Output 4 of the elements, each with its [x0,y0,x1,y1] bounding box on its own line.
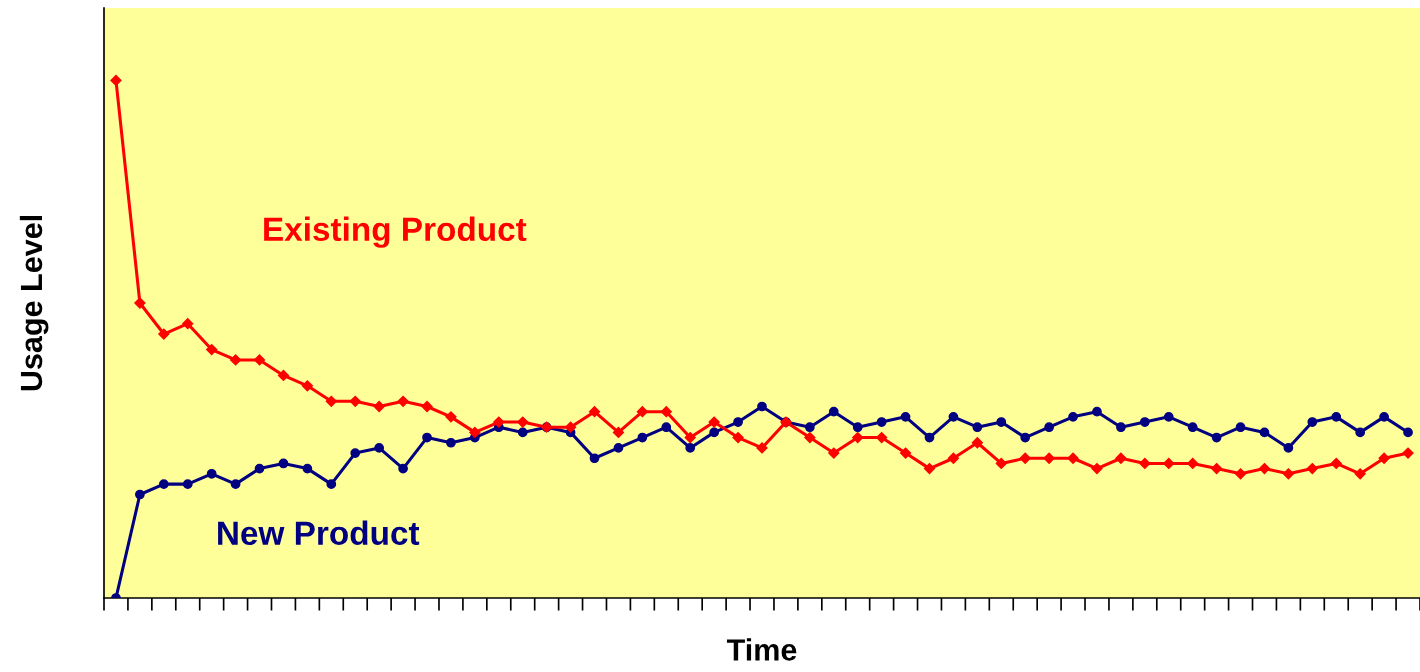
text: Existing Product [264,216,527,248]
series-label: New Product [218,520,420,545]
x-axis-title: Time [726,638,797,661]
y-axis-title: Usage Level [19,215,49,391]
